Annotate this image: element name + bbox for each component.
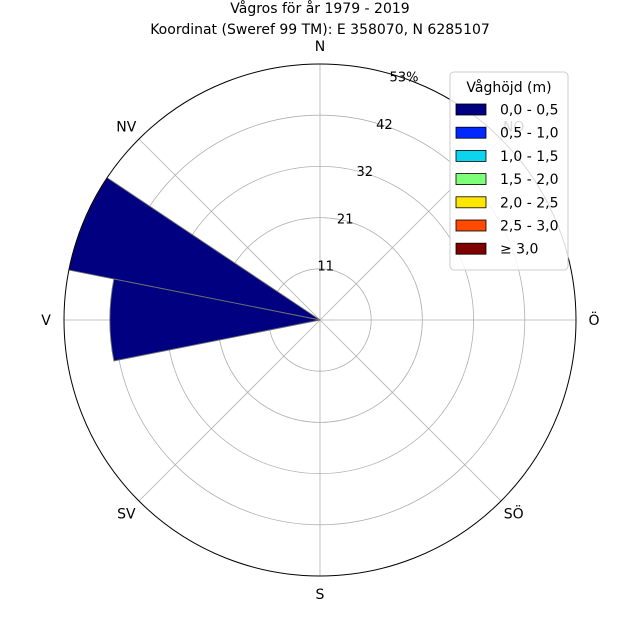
- legend-swatch-7: [455, 242, 487, 255]
- compass-label-ö: Ö: [588, 311, 599, 329]
- radial-tick-label: 11: [317, 260, 334, 275]
- compass-label-s: S: [316, 587, 325, 603]
- legend-label-2: 0,5 - 1,0: [500, 126, 558, 142]
- legend-swatch-6: [455, 219, 487, 232]
- rose-sectors: [68, 177, 321, 362]
- rose-sector-2: [109, 278, 321, 362]
- radial-tick-label: 21: [337, 212, 354, 227]
- legend-swatch-4: [455, 173, 487, 186]
- legend-title: Våghöjd (m): [466, 79, 551, 96]
- polar-outer-ring: [63, 63, 577, 577]
- legend-swatch-2: [455, 126, 487, 139]
- compass-label-nv: NV: [116, 119, 136, 135]
- compass-label-sv: SV: [117, 507, 136, 523]
- legend-swatch-1: [455, 103, 487, 116]
- compass-label-n: N: [315, 39, 325, 55]
- legend-label-7: ≥ 3,0: [500, 242, 538, 258]
- grid-spoke: [138, 319, 321, 502]
- legend-label-3: 1,0 - 1,5: [500, 149, 558, 165]
- grid-spoke: [319, 319, 502, 502]
- compass-label-v: V: [41, 313, 51, 329]
- legend-label-5: 2,0 - 2,5: [500, 195, 558, 211]
- chart-subtitle: Koordinat (Sweref 99 TM): E 358070, N 62…: [150, 22, 490, 38]
- legend-label-4: 1,5 - 2,0: [500, 172, 558, 188]
- legend-swatch-3: [455, 149, 487, 162]
- compass-label-sö: SÖ: [504, 505, 524, 523]
- chart-title: Vågros för år 1979 - 2019: [230, 0, 409, 17]
- legend-label-6: 2,5 - 3,0: [500, 219, 558, 235]
- radial-tick-label: 42: [376, 118, 393, 133]
- radial-tick-label: 32: [357, 165, 374, 180]
- grid-spoke: [138, 138, 321, 321]
- legend-swatch-5: [455, 196, 487, 209]
- legend-label-1: 0,0 - 0,5: [500, 103, 558, 119]
- legend: Våghöjd (m) 0,0 - 0,5 0,5 - 1,0 1,0 - 1,5 1,…: [449, 71, 569, 271]
